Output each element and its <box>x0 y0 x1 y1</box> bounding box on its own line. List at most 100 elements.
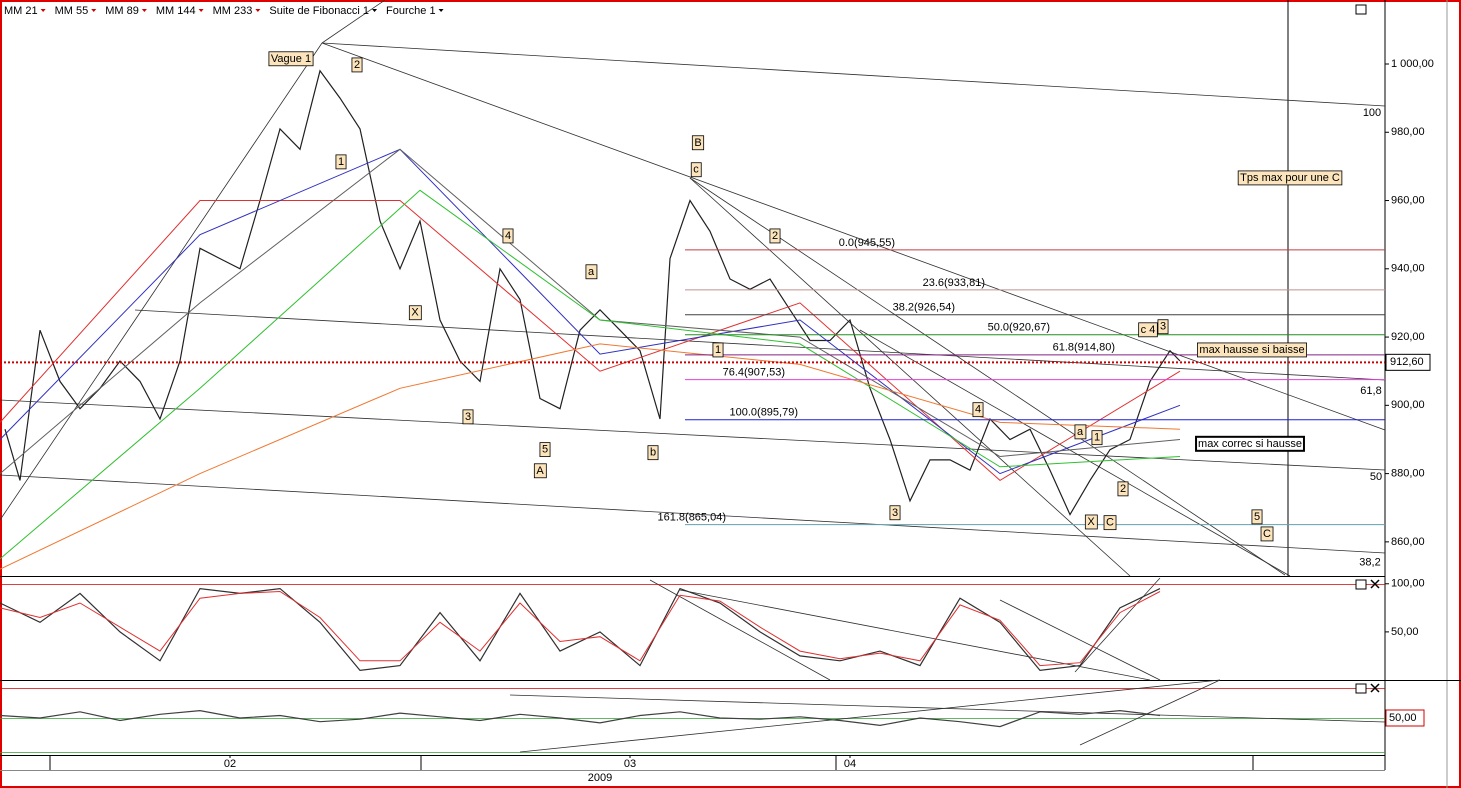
wave-label-box <box>1157 319 1169 335</box>
wave-label: 4 <box>975 404 981 416</box>
legend-item[interactable]: MM 233 <box>213 5 253 17</box>
wave-label: 2 <box>1120 483 1126 495</box>
legend-item[interactable]: MM 144 <box>156 5 196 17</box>
wave-label: 3 <box>1160 321 1166 333</box>
y-tick-label: 920,00 <box>1391 331 1425 343</box>
wave-label-box <box>1197 342 1307 358</box>
fib-label: 23.6(933,81) <box>923 277 985 289</box>
wave-label-box <box>539 442 551 458</box>
fib-label: 38.2(926,54) <box>893 302 955 314</box>
wave-label: 4 <box>505 230 511 242</box>
wave-label: max correc si hausse <box>1198 438 1302 450</box>
fib-label: 100.0(895,79) <box>730 407 799 419</box>
wave-label-box <box>1117 481 1129 497</box>
wave-label-box <box>502 228 514 244</box>
fork-label: 61,8 <box>1360 385 1381 397</box>
wave-label-box <box>1091 430 1103 446</box>
legend-item[interactable]: MM 55 <box>55 5 89 17</box>
legend-arrow <box>198 9 204 12</box>
series-line <box>0 590 1161 667</box>
series-line <box>0 148 1181 475</box>
fib-label: 61.8(914,80) <box>1053 342 1115 354</box>
y-tick-label: 900,00 <box>1391 399 1425 411</box>
wave-label: X <box>411 307 419 319</box>
series-line <box>0 189 1181 560</box>
wave-label: 2 <box>354 59 360 71</box>
series-line <box>0 709 1161 728</box>
maximize-button[interactable] <box>1355 683 1367 694</box>
wave-label-box <box>972 402 984 418</box>
series-line <box>0 200 1181 482</box>
wave-label-box <box>408 305 422 321</box>
y-tick-label: 100,00 <box>1391 578 1425 590</box>
wave-label: 5 <box>1254 511 1260 523</box>
y-tick-label: 1 000,00 <box>1391 58 1434 70</box>
wave-label-box <box>1074 424 1087 440</box>
fork-label: 50 <box>1370 471 1382 483</box>
wave-label-box <box>1260 526 1274 542</box>
wave-label-box <box>1084 514 1098 530</box>
wave-label: Tps max pour une C <box>1240 172 1340 184</box>
wave-label-box <box>462 409 474 425</box>
wave-label: 1 <box>338 156 344 168</box>
last-price-label: 912,60 <box>1390 356 1424 368</box>
y-tick-box <box>1385 709 1425 727</box>
wave-label-box <box>1237 170 1343 186</box>
fib-label: 76.4(907,53) <box>723 367 785 379</box>
y-tick-label: 50,00 <box>1389 712 1417 724</box>
legend-item[interactable]: Suite de Fibonacci 1 <box>269 5 369 17</box>
y-tick-label: 980,00 <box>1391 126 1425 138</box>
wave-label: 3 <box>892 507 898 519</box>
x-tick-label: 02 <box>224 758 236 770</box>
wave-label: 1 <box>1094 432 1100 444</box>
legend-item[interactable]: MM 89 <box>105 5 139 17</box>
legend-item[interactable]: Fourche 1 <box>386 5 436 17</box>
wave-label-box <box>335 154 347 170</box>
last-price-box <box>1385 353 1431 371</box>
wave-label-box <box>585 264 598 280</box>
maximize-button[interactable] <box>1355 4 1367 15</box>
wave-label: max hausse si baisse <box>1199 344 1304 356</box>
wave-label-box <box>351 57 363 73</box>
trend-lines <box>0 0 1386 753</box>
y-tick-label: 880,00 <box>1391 468 1425 480</box>
series-line <box>0 343 1181 570</box>
wave-label: a <box>1077 426 1084 438</box>
legend-arrow <box>91 9 97 12</box>
close-button[interactable] <box>1370 683 1380 693</box>
legend-arrow <box>372 9 378 12</box>
wave-label-box <box>769 228 781 244</box>
wave-label-box <box>647 445 659 461</box>
close-button[interactable] <box>1370 579 1380 589</box>
y-tick-label: 860,00 <box>1391 536 1425 548</box>
fork-label: 100 <box>1363 107 1381 119</box>
wave-label-box <box>889 505 901 521</box>
wave-label: b <box>650 447 656 459</box>
x-tick-label: 03 <box>624 758 636 770</box>
maximize-button[interactable] <box>1355 579 1367 590</box>
wave-label: a <box>588 266 595 278</box>
wave-label: c <box>693 164 699 176</box>
wave-label: c 4 <box>1141 324 1156 336</box>
legend-arrow <box>255 9 261 12</box>
wave-label: Vague 1 <box>271 53 311 65</box>
fork-label: 38,2 <box>1359 556 1380 568</box>
wave-label: C <box>1106 517 1114 529</box>
wave-label: 1 <box>715 344 721 356</box>
legend-arrow <box>438 9 444 12</box>
wave-label-box <box>533 463 547 479</box>
legend-item[interactable]: MM 21 <box>4 5 38 17</box>
y-tick-label: 960,00 <box>1391 194 1425 206</box>
fib-label: 50.0(920,67) <box>988 322 1050 334</box>
year-label: 2009 <box>588 772 612 784</box>
wave-label: A <box>536 465 544 477</box>
wave-label-box <box>691 135 705 151</box>
y-tick-label: 940,00 <box>1391 263 1425 275</box>
wave-label: X <box>1087 516 1095 528</box>
wave-label-box <box>712 342 724 358</box>
wave-label-box <box>690 162 702 178</box>
panel-controls[interactable] <box>1355 4 1380 694</box>
